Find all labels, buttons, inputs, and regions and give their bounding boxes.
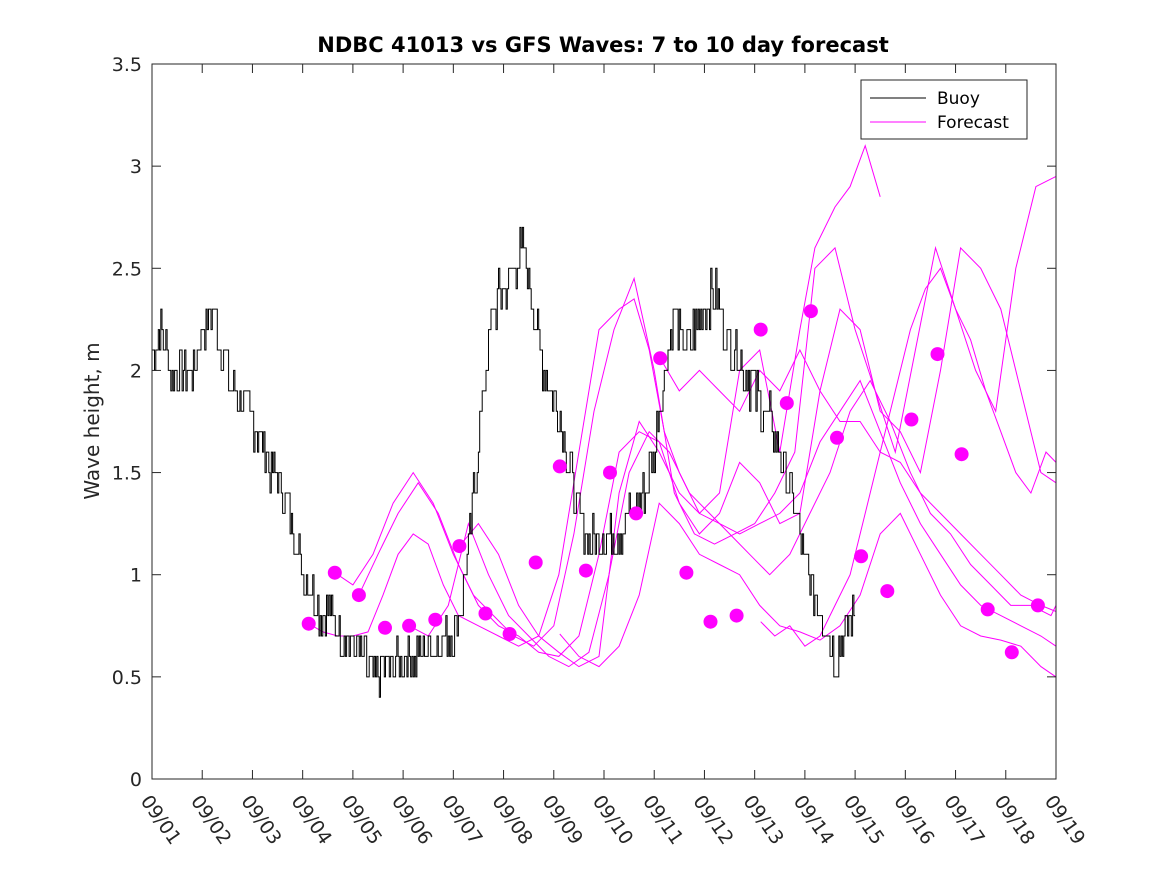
y-tick-label: 0.5 xyxy=(112,667,142,689)
forecast-point xyxy=(603,465,617,480)
forecast-point xyxy=(753,322,768,337)
forecast-point xyxy=(679,565,694,580)
y-tick-label: 3 xyxy=(130,156,142,178)
forecast-point xyxy=(830,430,844,445)
forecast-point xyxy=(378,620,392,635)
forecast-point xyxy=(327,565,342,580)
forecast-point xyxy=(779,396,794,411)
forecast-point xyxy=(954,447,969,462)
forecast-line xyxy=(659,348,1057,612)
forecast-line xyxy=(459,379,1057,668)
forecast-point xyxy=(629,506,644,521)
y-tick-label: 2 xyxy=(130,360,142,382)
forecast-line xyxy=(408,379,1057,668)
forecast-point xyxy=(904,412,919,427)
forecast-point xyxy=(1030,598,1045,613)
series-layer xyxy=(152,144,1057,698)
forecast-point xyxy=(854,549,869,564)
legend-forecast-label: Forecast xyxy=(937,113,1009,133)
y-tick-label: 2.5 xyxy=(112,258,142,280)
forecast-point xyxy=(703,614,718,629)
forecast-point xyxy=(528,555,543,570)
legend-buoy-label: Buoy xyxy=(937,89,980,109)
forecast-point xyxy=(803,304,818,319)
forecast-point xyxy=(478,606,493,621)
plot-area xyxy=(152,64,1056,779)
y-tick-label: 1 xyxy=(130,565,142,587)
forecast-line xyxy=(308,144,881,647)
forecast-point xyxy=(552,459,567,474)
forecast-point xyxy=(578,563,593,578)
legend: Buoy Forecast xyxy=(860,79,1028,140)
legend-box xyxy=(860,79,1028,140)
forecast-line xyxy=(760,267,1057,647)
forecast-point xyxy=(653,351,668,366)
chart-title: NDBC 41013 vs GFS Waves: 7 to 10 day for… xyxy=(317,33,888,57)
forecast-point xyxy=(351,588,366,603)
forecast-point xyxy=(980,602,995,617)
forecast-point xyxy=(880,584,895,599)
forecast-line xyxy=(334,175,1057,647)
forecast-line xyxy=(358,246,1057,657)
forecast-point xyxy=(428,612,443,627)
y-axis-title: Wave height, m xyxy=(80,342,104,499)
buoy-line xyxy=(152,226,856,698)
y-tick-label: 1.5 xyxy=(112,463,142,485)
forecast-line xyxy=(559,502,1057,678)
forecast-point xyxy=(930,347,945,362)
forecast-point xyxy=(402,618,417,633)
forecast-point xyxy=(1004,645,1019,660)
forecast-point xyxy=(729,608,744,623)
forecast-point xyxy=(452,539,467,554)
y-tick-label: 3.5 xyxy=(112,54,142,76)
forecast-point xyxy=(301,616,316,631)
y-tick-label: 0 xyxy=(130,769,142,791)
marker-layer xyxy=(301,304,1045,660)
forecast-point xyxy=(502,627,517,641)
